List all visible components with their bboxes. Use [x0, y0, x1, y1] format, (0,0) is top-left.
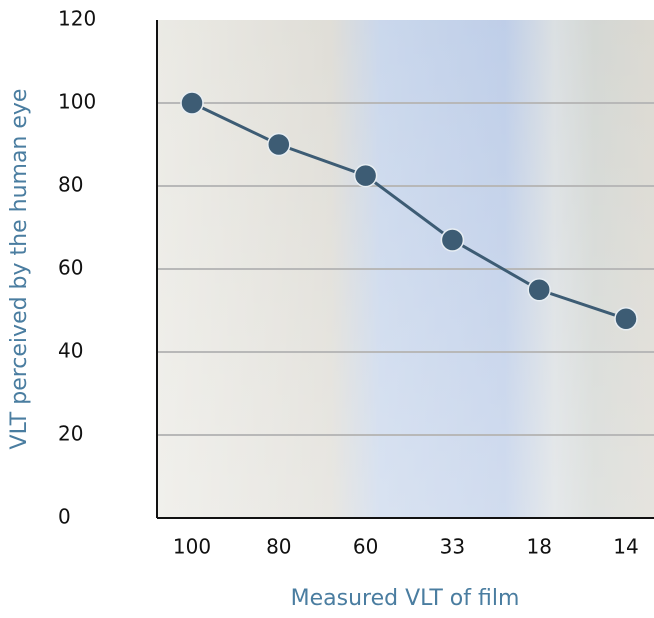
data-point	[268, 134, 290, 156]
y-axis-label: VLT perceived by the human eye	[7, 89, 32, 450]
chart: Measured VLT of film VLT perceived by th…	[0, 0, 654, 614]
x-tick-label: 33	[440, 535, 465, 559]
y-tick-label: 60	[58, 256, 83, 280]
data-point	[441, 229, 463, 251]
x-tick-label: 18	[526, 535, 551, 559]
y-tick-label: 20	[58, 422, 83, 446]
x-tick-label: 14	[613, 535, 638, 559]
data-point	[355, 165, 377, 187]
data-point	[528, 279, 550, 301]
data-point	[181, 92, 203, 114]
y-tick-label: 0	[58, 505, 71, 529]
x-tick-label: 60	[353, 535, 378, 559]
y-tick-label: 100	[58, 90, 96, 114]
x-tick-label: 80	[266, 535, 291, 559]
x-axis-label: Measured VLT of film	[291, 586, 520, 611]
y-tick-label: 120	[58, 7, 96, 31]
x-tick-label: 100	[173, 535, 211, 559]
y-tick-label: 40	[58, 339, 83, 363]
data-point	[615, 308, 637, 330]
y-tick-label: 80	[58, 173, 83, 197]
